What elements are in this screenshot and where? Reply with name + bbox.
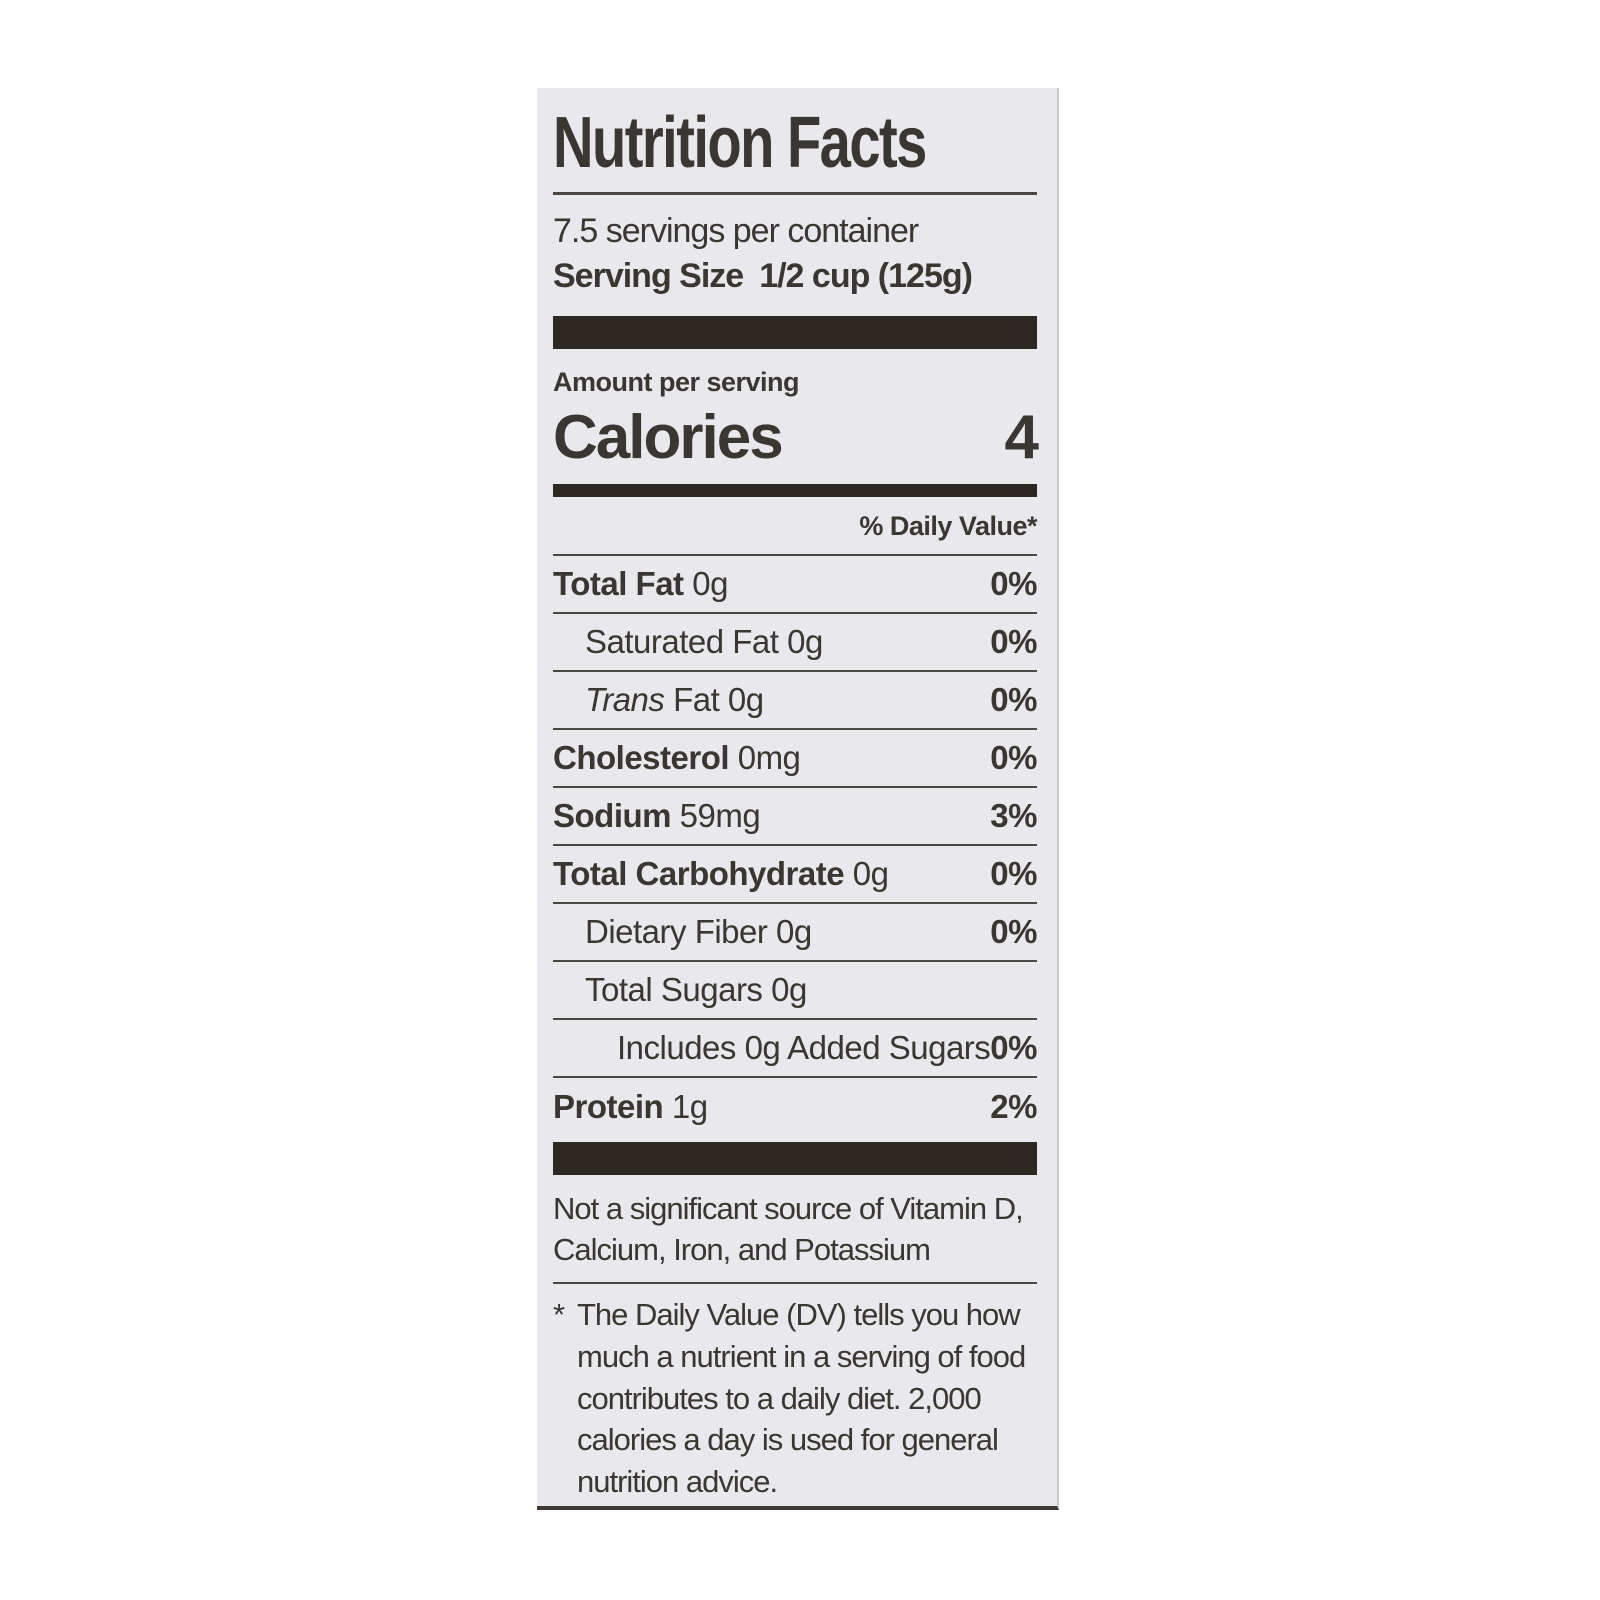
nutrient-name: Cholesterol 0mg <box>553 738 801 776</box>
serving-size-value: 1/2 cup (125g) <box>759 257 973 296</box>
nutrient-row: Protein 1g 2% <box>553 1078 1037 1136</box>
not-significant-note: Not a significant source of Vitamin D, C… <box>553 1190 1024 1267</box>
nutrient-name: Dietary Fiber 0g <box>585 912 812 950</box>
serving-size-row: Serving Size 1/2 cup (125g) <box>553 254 1037 300</box>
daily-value: 0% <box>990 1028 1037 1066</box>
footnote-rule <box>553 1282 1037 1285</box>
nutrient-name: Sodium 59mg <box>553 796 761 834</box>
nutrient-name: Includes 0g Added Sugars <box>617 1028 991 1066</box>
separator-bar-medium <box>553 483 1037 497</box>
nutrient-row: Trans Fat 0g 0% <box>553 672 1037 730</box>
nutrient-row: Sodium 59mg 3% <box>553 788 1037 846</box>
daily-value-header: % Daily Value* <box>553 497 1038 556</box>
daily-value-footnote: * The Daily Value (DV) tells you how muc… <box>553 1294 1037 1502</box>
daily-value: 0% <box>990 912 1037 950</box>
footnote-asterisk: * <box>553 1297 565 1333</box>
daily-value: 2% <box>990 1087 1037 1125</box>
nutrient-row: Includes 0g Added Sugars 0% <box>553 1020 1037 1078</box>
nutrient-row: Cholesterol 0mg 0% <box>553 730 1037 788</box>
nutrient-name: Saturated Fat 0g <box>585 622 823 660</box>
footnote-text: The Daily Value (DV) tells you how much … <box>577 1297 1026 1499</box>
nutrient-rows: Total Fat 0g 0% Saturated Fat 0g 0% Trans Fa… <box>553 556 1037 1136</box>
daily-value: 0% <box>990 738 1037 776</box>
nutrient-row: Saturated Fat 0g 0% <box>553 614 1037 672</box>
calories-value: 4 <box>1004 403 1040 473</box>
calories-row: Calories 4 <box>553 402 1040 473</box>
servings-per-container: 7.5 servings per container <box>553 211 919 250</box>
daily-value: 3% <box>990 796 1037 834</box>
nutrient-name: Trans Fat 0g <box>585 680 764 718</box>
calories-label: Calories <box>553 403 784 473</box>
separator-bar-thick-top <box>553 316 1037 350</box>
nutrient-name: Total Sugars 0g <box>585 970 807 1008</box>
nutrient-row: Dietary Fiber 0g 0% <box>553 904 1037 962</box>
serving-size-label: Serving Size <box>553 257 744 296</box>
nutrient-name: Total Fat 0g <box>553 564 728 602</box>
label-title: Nutrition Facts <box>553 103 927 183</box>
nutrient-name: Total Carbohydrate 0g <box>553 854 889 892</box>
daily-value: 0% <box>990 622 1037 660</box>
nutrient-name: Protein 1g <box>553 1087 708 1125</box>
title-rule <box>553 191 1037 195</box>
nutrient-row: Total Fat 0g 0% <box>553 556 1037 614</box>
amount-per-serving: Amount per serving <box>553 367 800 398</box>
daily-value: 0% <box>990 564 1037 602</box>
daily-value: 0% <box>990 680 1037 718</box>
daily-value: 0% <box>990 854 1037 892</box>
separator-bar-thick-bottom <box>553 1141 1037 1175</box>
nutrient-row: Total Sugars 0g <box>553 962 1037 1020</box>
nutrient-row: Total Carbohydrate 0g 0% <box>553 846 1037 904</box>
nutrition-facts-label: Nutrition Facts 7.5 servings per contain… <box>537 88 1059 1510</box>
